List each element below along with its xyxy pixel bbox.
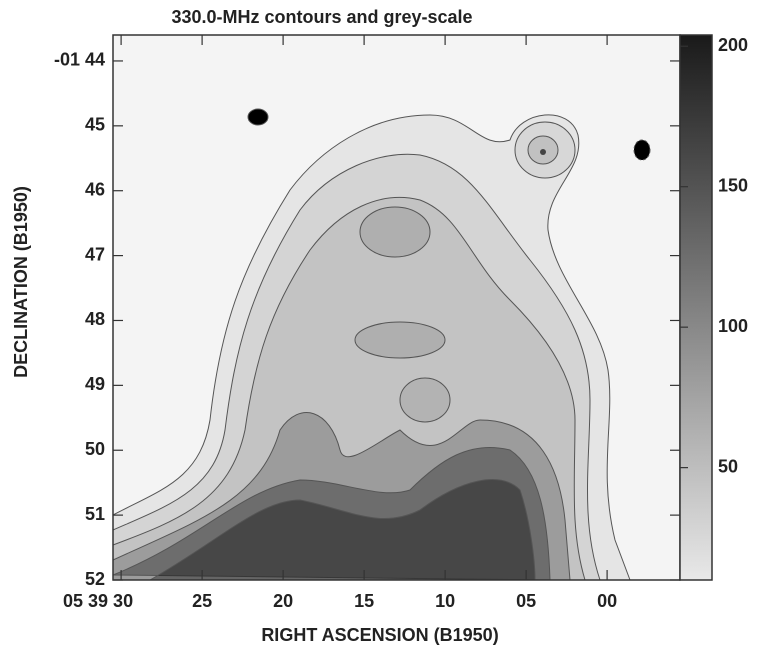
- contour: [540, 149, 546, 155]
- y-tick-label: 50: [85, 439, 105, 459]
- x-tick-label: 20: [273, 591, 293, 611]
- y-tick-label: 49: [85, 374, 105, 394]
- colorbar-tick-label: 150: [718, 175, 748, 195]
- y-tick-label: 52: [85, 569, 105, 589]
- contour: [359, 206, 431, 258]
- colorbar-tick-label: 50: [718, 456, 738, 476]
- colorbar-tick-label: 100: [718, 316, 748, 336]
- contour: [354, 321, 446, 359]
- y-tick-label: -01 44: [54, 50, 105, 70]
- x-tick-label: 15: [354, 591, 374, 611]
- x-tick-label: 05 39 30: [63, 591, 133, 611]
- x-tick-label: 05: [516, 591, 536, 611]
- y-tick-label: 47: [85, 244, 105, 264]
- y-tick-label: 45: [85, 115, 105, 135]
- x-axis-label: RIGHT ASCENSION (B1950): [261, 625, 498, 645]
- x-tick-label: 10: [435, 591, 455, 611]
- contour: [112, 114, 631, 581]
- colorbar-tick-label: 200: [718, 35, 748, 55]
- chart-title: 330.0-MHz contours and grey-scale: [171, 7, 472, 27]
- x-tick-label: 00: [597, 591, 617, 611]
- contour: [112, 412, 571, 581]
- contour: [112, 446, 551, 581]
- y-tick-label: 46: [85, 179, 105, 199]
- contour: [399, 377, 451, 423]
- contour-field: [112, 34, 681, 581]
- plot-area: [113, 35, 680, 580]
- y-tick-label: 51: [85, 504, 105, 524]
- contour: [247, 108, 269, 126]
- x-tick-label: 25: [192, 591, 212, 611]
- colorbar: [679, 34, 713, 581]
- y-tick-label: 48: [85, 309, 105, 329]
- contour: [148, 479, 536, 581]
- y-axis-label: DECLINATION (B1950): [11, 186, 31, 378]
- contour: [633, 139, 651, 161]
